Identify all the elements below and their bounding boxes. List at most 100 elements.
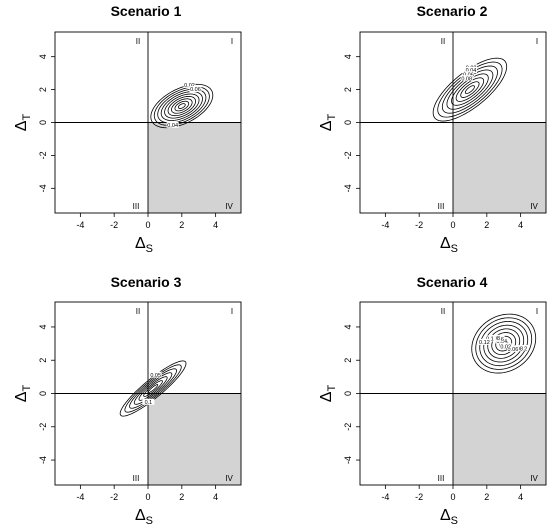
x-axis-label: ΔS: [440, 235, 458, 255]
quadrant-label-iii: III: [133, 474, 140, 483]
y-tick-label: 4: [38, 54, 48, 59]
quadrant-label-iii: III: [438, 202, 445, 211]
y-tick-label: 2: [38, 87, 48, 92]
contour-line: [119, 360, 187, 417]
contour-label-bg: [464, 66, 477, 73]
panel-4: 0.040.060.080.10.120.120.080.060.02IIIII…: [318, 274, 547, 527]
contour-line: [446, 69, 494, 110]
y-tick-label: 2: [343, 358, 353, 363]
x-tick-label: -4: [76, 492, 84, 502]
contour-label: 0.1: [145, 400, 153, 406]
contour-line: [138, 376, 168, 401]
x-tick-label: -2: [415, 492, 423, 502]
contour-label-bg: [142, 398, 155, 405]
contour-label-bg: [483, 335, 496, 342]
quadrant-label-iv: IV: [530, 474, 538, 483]
quadrant-label-i: I: [536, 37, 538, 46]
y-tick-label: -2: [343, 423, 353, 431]
y-tick-label: -4: [343, 456, 353, 464]
y-tick-label: 0: [343, 120, 353, 125]
x-axis-label: ΔS: [440, 507, 458, 527]
contour-line: [147, 384, 159, 393]
x-axis-label: ΔS: [135, 235, 153, 255]
contour-label: 0.05: [150, 373, 161, 379]
quadrant-label-iv: IV: [530, 202, 538, 211]
x-tick-label: 4: [518, 492, 523, 502]
y-tick-label: 4: [343, 324, 353, 329]
quadrant-label-ii: II: [136, 37, 140, 46]
contour-line: [171, 98, 193, 114]
y-axis-label: ΔT: [13, 385, 33, 403]
contour-line: [143, 380, 163, 397]
quadrant-label-ii: II: [441, 307, 445, 316]
panel-2: 0.020.040.060.08IIIIIIIV-4-2024-4-2024Sc…: [318, 3, 547, 255]
x-tick-label: 4: [213, 492, 218, 502]
quadrant-label-i: I: [231, 37, 233, 46]
x-tick-label: 4: [213, 220, 218, 230]
contour-label: 0.08: [461, 76, 472, 82]
y-tick-label: 0: [343, 391, 353, 396]
x-tick-label: 0: [145, 492, 150, 502]
contour-label: 0.04: [466, 68, 477, 74]
x-tick-label: 0: [450, 220, 455, 230]
y-tick-label: 0: [38, 391, 48, 396]
contour-label-bg: [189, 86, 202, 93]
y-axis-label: ΔT: [318, 385, 338, 403]
x-tick-label: 4: [518, 220, 523, 230]
y-tick-label: 4: [343, 54, 353, 59]
y-tick-label: 4: [38, 324, 48, 329]
contour-label: 0.04: [496, 339, 507, 345]
contour-line: [460, 81, 480, 98]
y-axis-label: ΔT: [318, 114, 338, 132]
contour-line: [475, 317, 533, 370]
quadrant-label-iii: III: [133, 202, 140, 211]
quadrant-label-i: I: [536, 307, 538, 316]
contour-line: [455, 77, 485, 102]
contour-line: [153, 86, 210, 126]
x-tick-label: 2: [179, 220, 184, 230]
contour-line: [167, 95, 197, 117]
contour-label-bg: [462, 71, 475, 78]
x-tick-label: -4: [76, 220, 84, 230]
quadrant-label-ii: II: [441, 37, 445, 46]
contour-label: 0.02: [500, 344, 511, 350]
x-axis-label: ΔS: [135, 507, 153, 527]
y-tick-label: -4: [343, 184, 353, 192]
x-tick-label: 2: [179, 492, 184, 502]
panel-title: Scenario 4: [417, 274, 488, 290]
contour-label-bg: [166, 121, 179, 128]
quadrant-label-iv: IV: [225, 202, 233, 211]
contour-line: [432, 57, 508, 122]
contour-label-bg: [460, 75, 473, 82]
y-axis-label: ΔT: [13, 114, 33, 132]
panel-1: 0.020.060.04IIIIIIIV-4-2024-4-2024Scenar…: [13, 3, 242, 255]
contour-line: [174, 100, 190, 112]
contour-label: 0.06: [190, 87, 201, 93]
contour-label: 0.04: [167, 123, 178, 129]
contour-line: [150, 83, 214, 129]
quadrant-label-iii: III: [438, 474, 445, 483]
y-tick-label: 2: [38, 358, 48, 363]
y-tick-label: -4: [38, 456, 48, 464]
quadrant-label-iv: IV: [225, 474, 233, 483]
contour-line: [177, 103, 186, 109]
contour-line: [464, 85, 475, 94]
panel-title: Scenario 1: [111, 3, 182, 19]
contour-label-bg: [183, 81, 196, 88]
contour-line: [124, 364, 182, 413]
y-tick-label: 0: [38, 120, 48, 125]
y-tick-label: 2: [343, 87, 353, 92]
quadrant-label-ii: II: [136, 307, 140, 316]
quadrant-label-i: I: [231, 307, 233, 316]
x-tick-label: -2: [110, 492, 118, 502]
x-tick-label: -4: [381, 492, 389, 502]
x-tick-label: 2: [484, 492, 489, 502]
contour-line: [160, 91, 203, 121]
quadrant-iv-shade: [148, 393, 241, 485]
quadrant-iv-shade: [148, 122, 241, 213]
contour-label: 0.12: [479, 340, 490, 346]
panel-title: Scenario 3: [111, 274, 182, 290]
quadrant-iv-shade: [453, 393, 546, 485]
